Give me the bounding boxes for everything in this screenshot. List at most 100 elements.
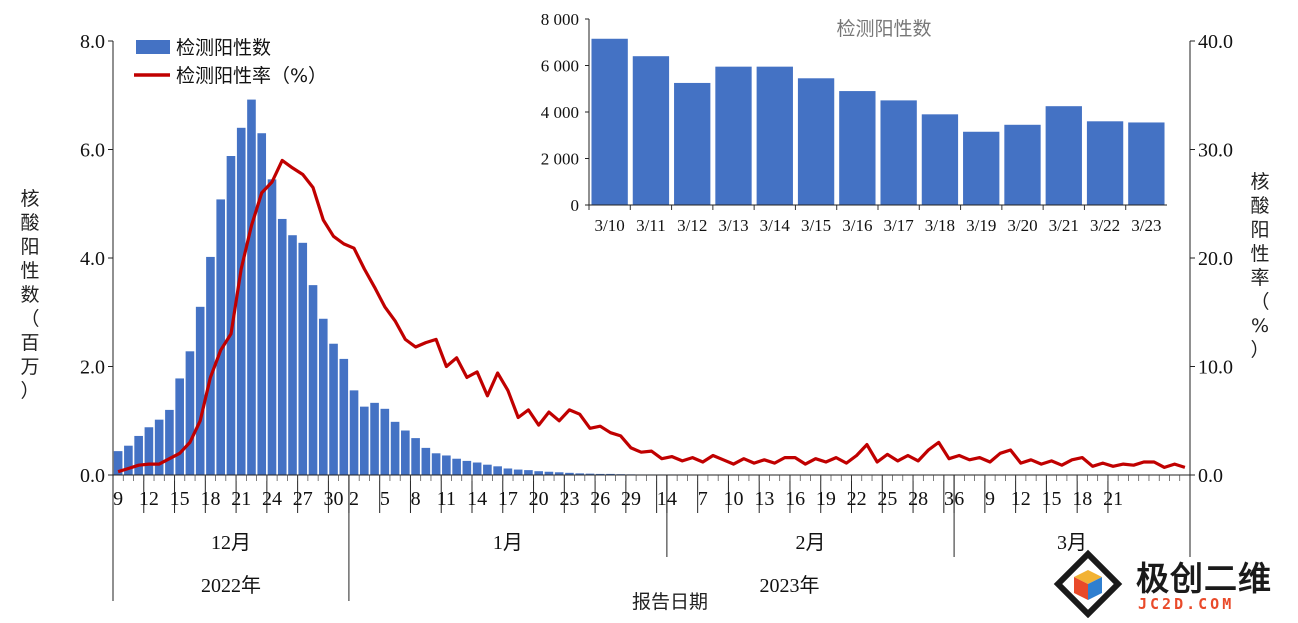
bar <box>268 179 277 475</box>
inset-bar <box>674 83 710 205</box>
inset-y-label: 2 000 <box>541 150 579 169</box>
bar <box>278 219 287 475</box>
x-day-label: 1 <box>657 488 667 510</box>
bar <box>493 466 502 475</box>
inset-bar <box>798 78 834 205</box>
bar <box>339 359 348 475</box>
bar <box>134 436 143 475</box>
inset-y-label: 0 <box>571 196 580 215</box>
bar <box>463 461 472 475</box>
x-day-label: 21 <box>1103 488 1123 510</box>
y-tick-label-left: 4.0 <box>80 248 105 270</box>
bar <box>504 468 513 475</box>
x-day-label: 27 <box>293 488 313 510</box>
month-label: 12月 <box>211 532 251 554</box>
x-day-label: 15 <box>1042 488 1062 510</box>
x-day-label: 17 <box>498 488 518 510</box>
bar <box>329 344 338 475</box>
x-axis-label: 报告日期 <box>632 591 708 613</box>
legend-bar-swatch <box>136 40 170 54</box>
x-day-label: 5 <box>380 488 390 510</box>
x-day-label: 10 <box>724 488 744 510</box>
inset-title: 检测阳性数 <box>836 18 931 40</box>
x-day-label: 6 <box>954 488 964 510</box>
inset-bar <box>757 67 793 205</box>
bar <box>452 459 461 475</box>
y-tick-label-left: 8.0 <box>80 31 105 53</box>
legend-bar-label: 检测阳性数 <box>176 37 271 59</box>
inset-bar <box>880 100 916 205</box>
x-day-label: 9 <box>113 488 123 510</box>
x-day-label: 9 <box>985 488 995 510</box>
bar <box>350 390 359 475</box>
x-day-label: 16 <box>785 488 805 510</box>
x-day-label: 11 <box>437 488 456 510</box>
bar <box>370 403 379 475</box>
y-axis-label-left: 核酸阳性数（百万） <box>20 188 39 402</box>
bar <box>401 431 410 475</box>
inset-x-label: 3/12 <box>677 216 707 235</box>
inset-x-label: 3/13 <box>718 216 748 235</box>
inset-x-label: 3/14 <box>760 216 791 235</box>
inset-bar <box>1004 125 1040 205</box>
x-day-label: 20 <box>529 488 549 510</box>
bar <box>381 409 390 475</box>
inset-bar <box>591 39 627 205</box>
bar <box>309 285 318 475</box>
bar <box>432 453 441 475</box>
y-tick-label-right: 20.0 <box>1198 248 1233 270</box>
y-axis-label-right: 核酸阳性率（%） <box>1250 171 1269 361</box>
bar <box>524 470 533 475</box>
bar <box>514 470 523 475</box>
inset-x-label: 3/16 <box>842 216 872 235</box>
x-day-label: 25 <box>877 488 897 510</box>
x-day-label: 4 <box>667 488 677 510</box>
x-day-label: 30 <box>324 488 344 510</box>
inset-x-label: 3/18 <box>925 216 955 235</box>
legend-line-label: 检测阳性率（%） <box>176 65 327 87</box>
x-day-label: 12 <box>139 488 159 510</box>
x-day-label: 14 <box>467 488 487 510</box>
x-day-label: 12 <box>1011 488 1031 510</box>
inset-x-label: 3/23 <box>1131 216 1161 235</box>
year-label: 2023年 <box>759 574 819 597</box>
inset-x-label: 3/15 <box>801 216 831 235</box>
inset-x-label: 3/11 <box>636 216 666 235</box>
bar <box>442 455 451 475</box>
watermark-url: JC2D.COM <box>1138 595 1234 613</box>
bar <box>145 427 154 475</box>
bar <box>216 199 225 475</box>
x-day-label: 8 <box>411 488 421 510</box>
x-day-label: 3 <box>944 488 954 510</box>
bar <box>411 438 420 475</box>
inset-x-label: 3/21 <box>1049 216 1079 235</box>
bar <box>196 307 205 475</box>
x-day-label: 26 <box>590 488 610 510</box>
y-tick-label-right: 10.0 <box>1198 357 1233 379</box>
y-tick-label-right: 30.0 <box>1198 140 1233 162</box>
x-day-label: 7 <box>698 488 708 510</box>
x-day-label: 13 <box>754 488 774 510</box>
inset-bar <box>1128 122 1164 205</box>
x-day-label: 2 <box>349 488 359 510</box>
inset-x-label: 3/19 <box>966 216 996 235</box>
inset-y-label: 8 000 <box>541 10 579 29</box>
x-day-label: 19 <box>816 488 836 510</box>
y-tick-label-right: 0.0 <box>1198 465 1223 487</box>
watermark-title: 极创二维 <box>1136 552 1272 600</box>
watermark-logo: 极创二维 JC2D.COM <box>1052 548 1292 618</box>
inset-x-label: 3/10 <box>595 216 625 235</box>
bar <box>473 463 482 475</box>
inset-bar <box>922 114 958 205</box>
x-day-label: 29 <box>621 488 641 510</box>
y-tick-label-right: 40.0 <box>1198 31 1233 53</box>
bar <box>186 351 195 475</box>
bar <box>298 243 307 475</box>
inset-x-label: 3/22 <box>1090 216 1120 235</box>
inset-y-label: 6 000 <box>541 57 579 76</box>
legend: 检测阳性数 检测阳性率（%） <box>134 37 327 87</box>
bar <box>247 100 256 475</box>
y-tick-label-left: 0.0 <box>80 465 105 487</box>
bar <box>534 471 543 475</box>
inset-bar <box>1046 106 1082 205</box>
